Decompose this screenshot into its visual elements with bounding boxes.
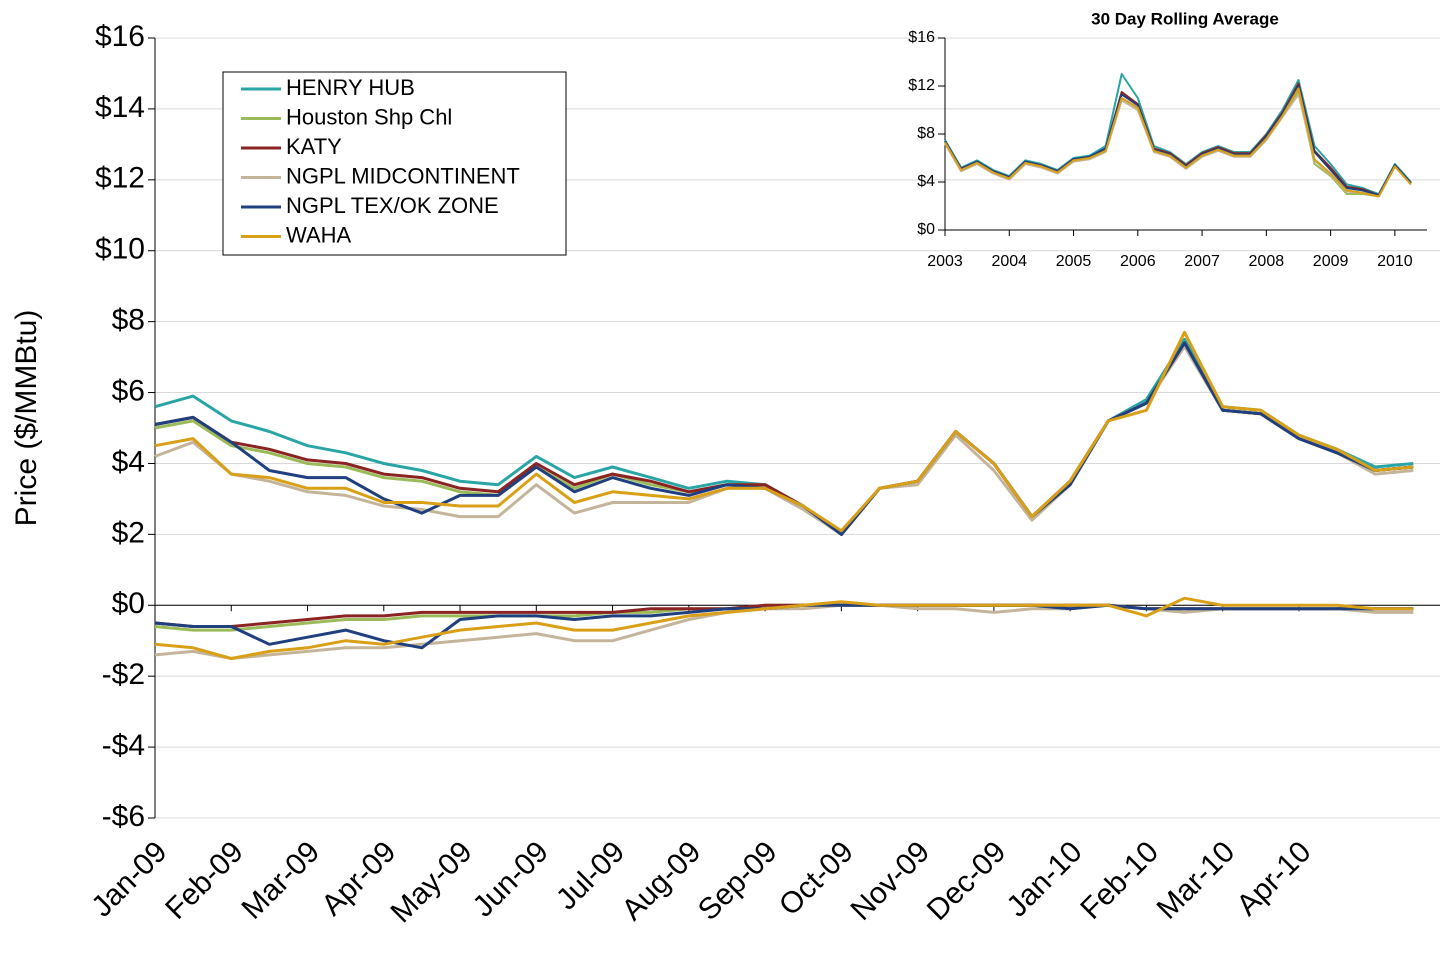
legend-label: NGPL TEX/OK ZONE (286, 193, 499, 218)
x-tick-label: Dec-09 (921, 835, 1013, 927)
y-tick-label: $16 (95, 20, 145, 53)
y-tick-label: $14 (95, 91, 145, 124)
x-tick-label: 2009 (1313, 253, 1349, 270)
legend-label: NGPL MIDCONTINENT (286, 163, 520, 188)
legend-label: WAHA (286, 222, 352, 247)
y-tick-label: $2 (112, 516, 145, 549)
x-tick-label: Mar-10 (1151, 835, 1242, 926)
x-tick-label: Nov-09 (844, 835, 936, 927)
y-tick-label: $4 (917, 173, 935, 190)
y-tick-label: $4 (112, 445, 145, 478)
x-tick-label: Jan-10 (1000, 835, 1088, 923)
series-line (154, 345, 1414, 536)
x-tick-label: 2005 (1056, 253, 1092, 270)
series-line (154, 341, 1414, 536)
legend-label: Houston Shp Chl (286, 104, 452, 129)
series-line (154, 337, 1414, 536)
legend-label: HENRY HUB (286, 75, 415, 100)
y-tick-label: $10 (95, 233, 145, 266)
series-line (154, 330, 1414, 533)
y-tick-label: -$4 (102, 729, 145, 762)
legend-label: KATY (286, 134, 342, 159)
x-tick-label: May-09 (385, 835, 479, 929)
y-tick-label: $6 (112, 374, 145, 407)
x-tick-label: Aug-09 (616, 835, 708, 927)
y-tick-label: $8 (112, 304, 145, 337)
x-tick-label: Mar-09 (236, 835, 327, 926)
series-line (154, 603, 1414, 660)
legend-box (222, 71, 567, 256)
x-tick-label: 2007 (1184, 253, 1220, 270)
series-line (154, 341, 1414, 536)
x-tick-label: 2003 (927, 253, 963, 270)
x-tick-label: Feb-10 (1074, 835, 1165, 926)
y-tick-label: $8 (917, 125, 935, 142)
x-tick-label: 2006 (1120, 253, 1156, 270)
x-tick-label: 2010 (1377, 253, 1413, 270)
y-tick-label: -$2 (102, 658, 145, 691)
x-tick-label: Oct-09 (773, 835, 860, 922)
x-tick-label: Apr-10 (1230, 835, 1317, 922)
y-tick-label: $16 (908, 29, 935, 46)
y-tick-label: $0 (917, 221, 935, 238)
x-tick-label: Jan-09 (85, 835, 173, 923)
x-tick-label: 2004 (991, 253, 1027, 270)
inset-title: 30 Day Rolling Average (1091, 9, 1279, 28)
series-line (944, 87, 1412, 198)
series-line (154, 341, 1414, 536)
y-tick-label: $12 (908, 77, 935, 94)
series-line (944, 73, 1412, 195)
x-tick-label: Feb-09 (159, 835, 250, 926)
y-tick-label: -$6 (102, 800, 145, 833)
y-axis-label: Price ($/MMBtu) (10, 310, 43, 527)
y-tick-label: $0 (112, 587, 145, 620)
y-tick-label: $12 (95, 162, 145, 195)
x-tick-label: Sep-09 (692, 835, 784, 927)
x-tick-label: Jun-09 (467, 835, 555, 923)
series-line (154, 596, 1414, 660)
x-tick-label: 2008 (1249, 253, 1285, 270)
